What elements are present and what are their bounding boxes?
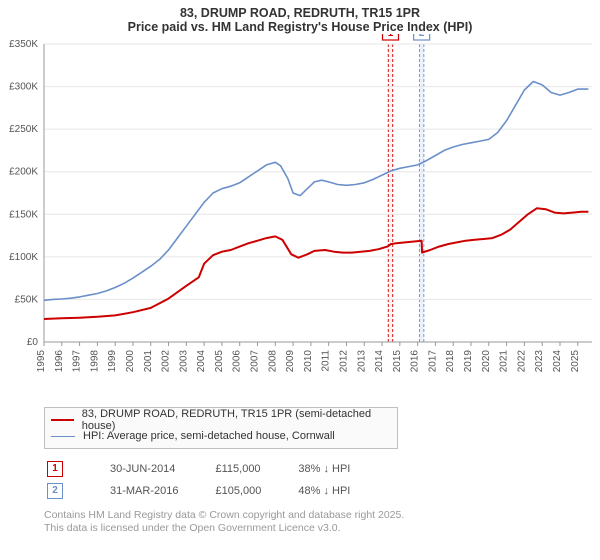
svg-text:1999: 1999	[107, 350, 118, 373]
chart-titles: 83, DRUMP ROAD, REDRUTH, TR15 1PR Price …	[0, 0, 600, 34]
table-row: 1 30-JUN-2014£115,00038% ↓ HPI	[46, 459, 384, 479]
svg-text:£300K: £300K	[9, 82, 38, 93]
legend-label: 83, DRUMP ROAD, REDRUTH, TR15 1PR (semi-…	[82, 408, 391, 432]
svg-text:2: 2	[419, 34, 425, 39]
footer-line-1: Contains HM Land Registry data © Crown c…	[44, 509, 600, 522]
svg-text:1997: 1997	[72, 350, 83, 373]
svg-text:2001: 2001	[143, 350, 154, 373]
svg-text:2021: 2021	[499, 350, 510, 373]
legend: 83, DRUMP ROAD, REDRUTH, TR15 1PR (semi-…	[44, 407, 398, 449]
table-row: 2 31-MAR-2016£105,00048% ↓ HPI	[46, 481, 384, 501]
svg-text:£350K: £350K	[9, 39, 38, 50]
svg-text:2024: 2024	[552, 350, 563, 373]
sale-marker: 2	[47, 483, 63, 499]
svg-text:£0: £0	[27, 337, 39, 348]
svg-text:2003: 2003	[178, 350, 189, 373]
sales-table: 1 30-JUN-2014£115,00038% ↓ HPI 2 31-MAR-201…	[44, 457, 386, 503]
price-chart: £0 £50K £100K £150K £200K £250K £300K £350K 1995…	[0, 34, 600, 396]
svg-text:2006: 2006	[232, 350, 243, 373]
svg-text:2020: 2020	[481, 350, 492, 373]
svg-text:2016: 2016	[410, 350, 421, 373]
svg-text:2015: 2015	[392, 350, 403, 373]
svg-text:1998: 1998	[89, 350, 100, 373]
svg-text:2017: 2017	[427, 350, 438, 373]
legend-label: HPI: Average price, semi-detached house,…	[83, 430, 335, 442]
svg-text:2008: 2008	[267, 350, 278, 373]
svg-text:2019: 2019	[463, 350, 474, 373]
svg-text:£150K: £150K	[9, 209, 38, 220]
svg-text:2004: 2004	[196, 350, 207, 373]
svg-text:2000: 2000	[125, 350, 136, 373]
svg-text:2013: 2013	[356, 350, 367, 373]
legend-swatch	[51, 419, 74, 421]
svg-text:£250K: £250K	[9, 124, 38, 135]
svg-text:1995: 1995	[36, 350, 47, 373]
sale-date: 30-JUN-2014	[109, 459, 212, 479]
sale-note: 48% ↓ HPI	[297, 481, 384, 501]
chart-area: £0 £50K £100K £150K £200K £250K £300K £350K 1995…	[0, 34, 600, 399]
svg-text:2010: 2010	[303, 350, 314, 373]
svg-text:2007: 2007	[250, 350, 261, 373]
sale-note: 38% ↓ HPI	[297, 459, 384, 479]
sale-date: 31-MAR-2016	[109, 481, 212, 501]
svg-text:2002: 2002	[161, 350, 172, 373]
title-address: 83, DRUMP ROAD, REDRUTH, TR15 1PR	[0, 6, 600, 20]
sale-price: £105,000	[214, 481, 295, 501]
svg-text:2009: 2009	[285, 350, 296, 373]
svg-text:2011: 2011	[321, 350, 332, 372]
legend-swatch	[51, 436, 75, 437]
svg-text:2023: 2023	[534, 350, 545, 373]
svg-text:1996: 1996	[54, 350, 65, 373]
svg-text:2025: 2025	[570, 350, 581, 373]
legend-row: 83, DRUMP ROAD, REDRUTH, TR15 1PR (semi-…	[51, 412, 391, 428]
svg-text:2018: 2018	[445, 350, 456, 373]
sale-marker: 1	[47, 461, 63, 477]
svg-text:2012: 2012	[338, 350, 349, 373]
svg-text:£200K: £200K	[9, 167, 38, 178]
svg-text:£100K: £100K	[9, 252, 38, 263]
svg-text:2014: 2014	[374, 350, 385, 373]
footer-attribution: Contains HM Land Registry data © Crown c…	[44, 509, 600, 535]
footer-line-2: This data is licensed under the Open Gov…	[44, 522, 600, 535]
svg-text:£50K: £50K	[15, 294, 39, 305]
svg-text:2005: 2005	[214, 350, 225, 373]
svg-text:1: 1	[388, 34, 394, 39]
svg-text:2022: 2022	[516, 350, 527, 373]
sale-price: £115,000	[214, 459, 295, 479]
title-subtitle: Price paid vs. HM Land Registry's House …	[0, 20, 600, 34]
